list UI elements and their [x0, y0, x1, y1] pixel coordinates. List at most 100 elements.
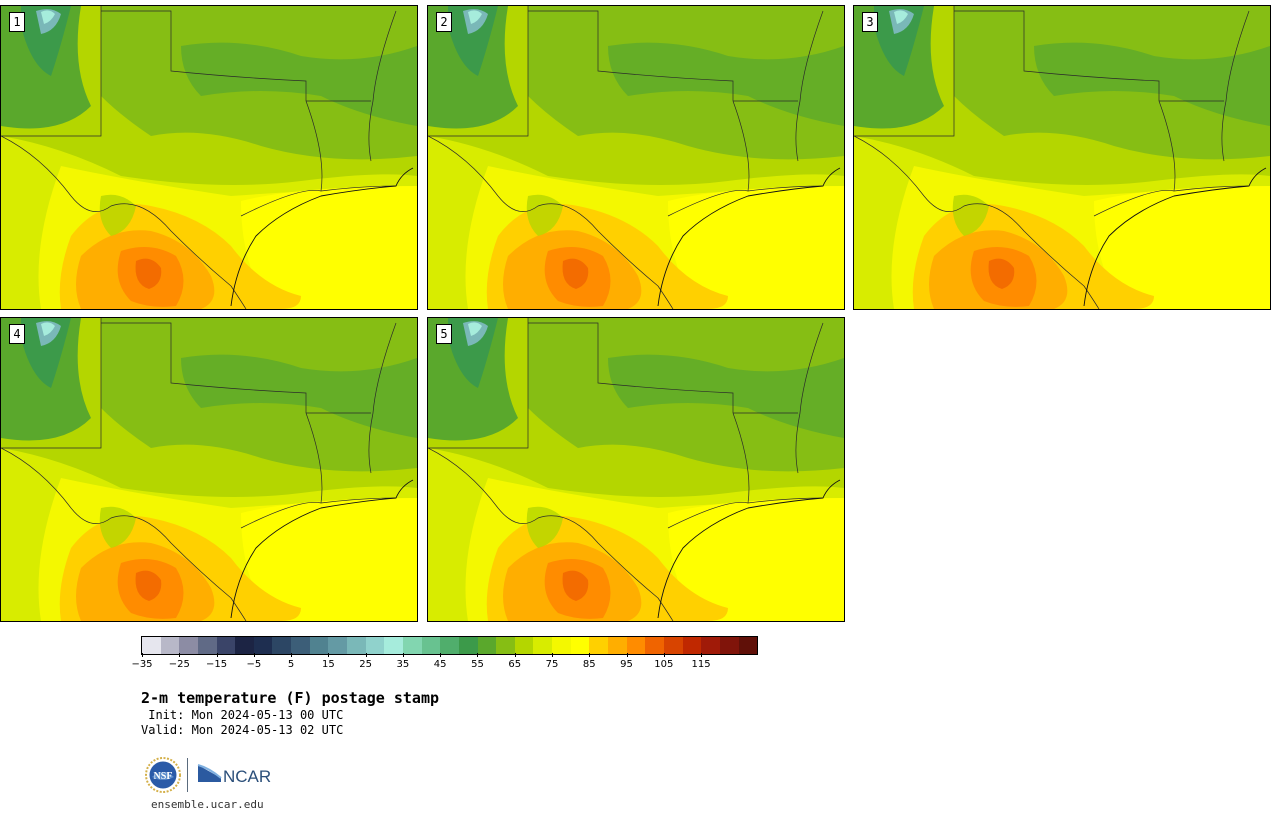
- temperature-map: [1, 318, 417, 621]
- temp-zone-peak-heat: [562, 258, 589, 289]
- colorbar-tick: [216, 653, 218, 657]
- temp-zone-mountain: [21, 318, 71, 388]
- colorbar-tick: [365, 653, 367, 657]
- temp-zone-snow: [41, 10, 55, 24]
- colorbar-segment: [384, 637, 403, 654]
- temp-zone-plateau: [952, 194, 989, 236]
- colorbar-tick: [514, 653, 516, 657]
- temp-zone-cool: [608, 354, 844, 438]
- colorbar-tick-label: 75: [545, 659, 559, 670]
- temperature-map: [428, 6, 844, 309]
- colorbar-segment: [272, 637, 292, 654]
- state-borders: [428, 318, 824, 621]
- temp-zone-snow: [468, 322, 482, 336]
- ensemble-member-panel-4: 4: [0, 317, 418, 622]
- temperature-map: [854, 6, 1270, 309]
- member-label: 2: [436, 12, 452, 32]
- colorbar-segment: [477, 637, 497, 654]
- gulf-of-mexico: [1094, 186, 1270, 309]
- colorbar-segment: [160, 637, 180, 654]
- colorbar-segment: [216, 637, 236, 654]
- colorbar-segment: [570, 637, 590, 654]
- gulf-of-mexico: [668, 186, 844, 309]
- colorbar-tick-label: 45: [433, 659, 447, 670]
- ensemble-member-panel-3: 3: [853, 5, 1271, 310]
- colorbar-segment: [365, 637, 385, 654]
- colorbar-segment: [291, 637, 310, 654]
- coastline: [230, 479, 414, 619]
- nsf-text: NSF: [154, 771, 173, 782]
- colorbar-tick: [589, 653, 591, 657]
- colorbar-segment: [701, 637, 720, 654]
- colorbar-tick: [663, 653, 665, 657]
- colorbar-segment: [235, 637, 254, 654]
- colorbar-tick: [626, 653, 628, 657]
- gulf-of-mexico: [241, 498, 417, 621]
- member-label: 3: [862, 12, 878, 32]
- title-block: 2-m temperature (F) postage stamp Init: …: [141, 688, 439, 738]
- temp-zone-cool: [181, 354, 417, 438]
- ensemble-member-panel-1: 1: [0, 5, 418, 310]
- colorbar-tick-label: 25: [359, 659, 372, 670]
- temp-zone-peak-heat: [988, 258, 1015, 289]
- colorbar-segment: [179, 637, 198, 654]
- coastline: [230, 167, 414, 307]
- temp-zone-snow: [894, 10, 908, 24]
- colorbar-tick-label: 95: [620, 659, 633, 670]
- colorbar-segment: [645, 637, 664, 654]
- colorbar-segment: [440, 637, 459, 654]
- colorbar-tick-label: −15: [205, 659, 228, 670]
- colorbar-segment: [738, 637, 758, 654]
- colorbar-segment: [458, 637, 478, 654]
- colorbar-tick-label: 55: [471, 659, 484, 670]
- colorbar-segment: [309, 637, 329, 654]
- colorbar-segment: [626, 637, 646, 654]
- colorbar-tick: [291, 653, 293, 657]
- temp-zone-mountain: [21, 6, 71, 76]
- colorbar-tick: [179, 653, 181, 657]
- temperature-map: [428, 318, 844, 621]
- colorbar-segment: [142, 637, 161, 654]
- colorbar-segment: [514, 637, 534, 654]
- state-borders: [854, 6, 1250, 309]
- colorbar-segment: [608, 637, 627, 654]
- colorbar-segment: [533, 637, 553, 654]
- colorbar-segment: [682, 637, 702, 654]
- colorbar-tick: [701, 653, 703, 657]
- colorbar-tick-label: 35: [396, 659, 410, 670]
- gulf-of-mexico: [241, 186, 417, 309]
- colorbar-tick-label: 85: [582, 659, 596, 670]
- valid-time: Valid: Mon 2024-05-13 02 UTC: [141, 723, 344, 737]
- coastline: [657, 167, 841, 307]
- ncar-text: NCAR: [223, 767, 271, 786]
- member-label: 4: [9, 324, 25, 344]
- temp-zone-plateau: [526, 506, 563, 548]
- temp-zone-plateau: [99, 506, 136, 548]
- member-label: 5: [436, 324, 452, 344]
- temp-zone-mountain: [448, 318, 498, 388]
- colorbar-tick: [402, 653, 404, 657]
- colorbar-ticks: −35 −25 −15 −5 5 15 25 35 45 55 65 75 85 95 105 115: [131, 653, 758, 675]
- colorbar-tick-label: −25: [168, 659, 190, 670]
- colorbar-segment: [719, 637, 739, 654]
- nsf-logo: NSF: [145, 757, 181, 793]
- colorbar-segment: [663, 637, 683, 654]
- init-time: Init: Mon 2024-05-13 00 UTC: [141, 708, 344, 722]
- colorbar-tick-label: 5: [287, 659, 295, 670]
- site-url: ensemble.ucar.edu: [151, 798, 264, 811]
- colorbar-segment: [197, 637, 217, 654]
- temp-zone-plateau: [99, 194, 136, 236]
- coastline: [1083, 167, 1267, 307]
- logo-divider: [187, 758, 188, 792]
- state-borders: [1, 6, 397, 309]
- colorbar-tick-label: 15: [321, 659, 335, 670]
- temp-zone-snow: [468, 10, 482, 24]
- temp-zone-mountain: [448, 6, 498, 76]
- ensemble-member-panel-2: 2: [427, 5, 845, 310]
- colorbar-segment: [328, 637, 348, 654]
- ncar-logo: NCAR: [197, 764, 271, 786]
- colorbar-segment: [496, 637, 515, 654]
- temp-zone-peak-heat: [135, 258, 162, 289]
- colorbar-tick: [477, 653, 479, 657]
- colorbar-tick-label: 105: [654, 659, 674, 670]
